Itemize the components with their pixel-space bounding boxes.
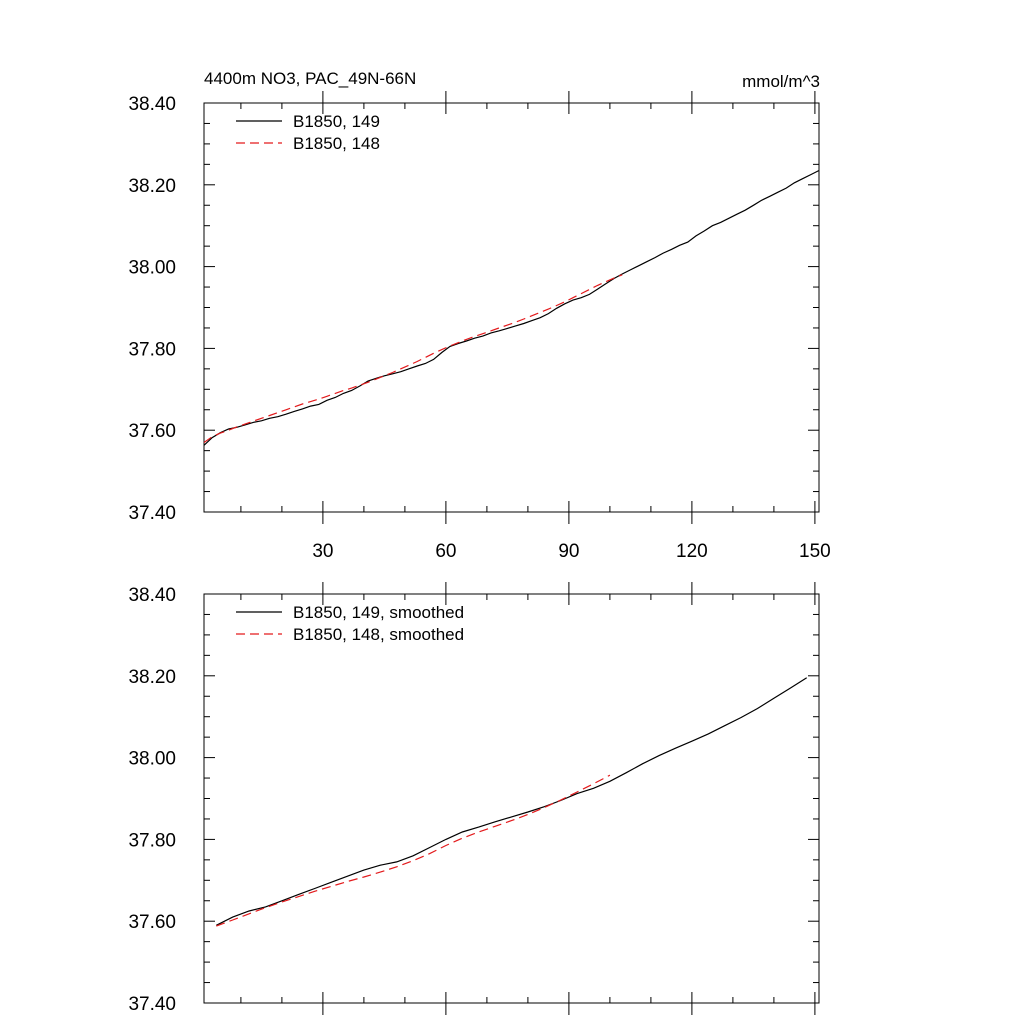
plot-frame [203, 593, 820, 1004]
y-tick-label: 37.40 [128, 994, 176, 1015]
y-tick-label: 38.40 [128, 94, 176, 115]
y-tick-label: 37.80 [128, 830, 176, 851]
x-tick-label: 60 [435, 541, 456, 562]
series-line-2 [203, 274, 623, 443]
legend-label-1: B1850, 149 [293, 112, 380, 131]
y-tick-label: 38.20 [128, 667, 176, 688]
chart-title: 4400m NO3, PAC_49N-66N [204, 69, 416, 88]
x-tick-label: 150 [799, 541, 831, 562]
x-tick-label: 30 [312, 541, 333, 562]
legend-label-2: B1850, 148, smoothed [293, 625, 464, 644]
top-panel: 37.40 37.60 37.80 38.00 38.20 38.40 30 60 90 120 1… [128, 91, 831, 562]
y-tick-label: 38.20 [128, 176, 176, 197]
x-tick-label: 90 [558, 541, 579, 562]
x-tick-label: 120 [676, 541, 708, 562]
legend-label-1: B1850, 149, smoothed [293, 603, 464, 622]
series-line-1 [203, 169, 820, 446]
legend-label-2: B1850, 148 [293, 134, 380, 153]
y-tick-label: 37.80 [128, 339, 176, 360]
y-tick-label: 38.00 [128, 749, 176, 770]
series-line-1 [216, 677, 808, 926]
y-tick-label: 37.40 [128, 503, 176, 524]
plot-frame [203, 102, 820, 513]
chart-units: mmol/m^3 [742, 72, 820, 91]
y-tick-label: 37.60 [128, 421, 176, 442]
y-tick-label: 37.60 [128, 912, 176, 933]
y-tick-label: 38.00 [128, 258, 176, 279]
y-tick-label: 38.40 [128, 585, 176, 606]
bottom-panel: 37.40 37.60 37.80 38.00 38.20 38.40 B1850, 149… [128, 582, 820, 1015]
